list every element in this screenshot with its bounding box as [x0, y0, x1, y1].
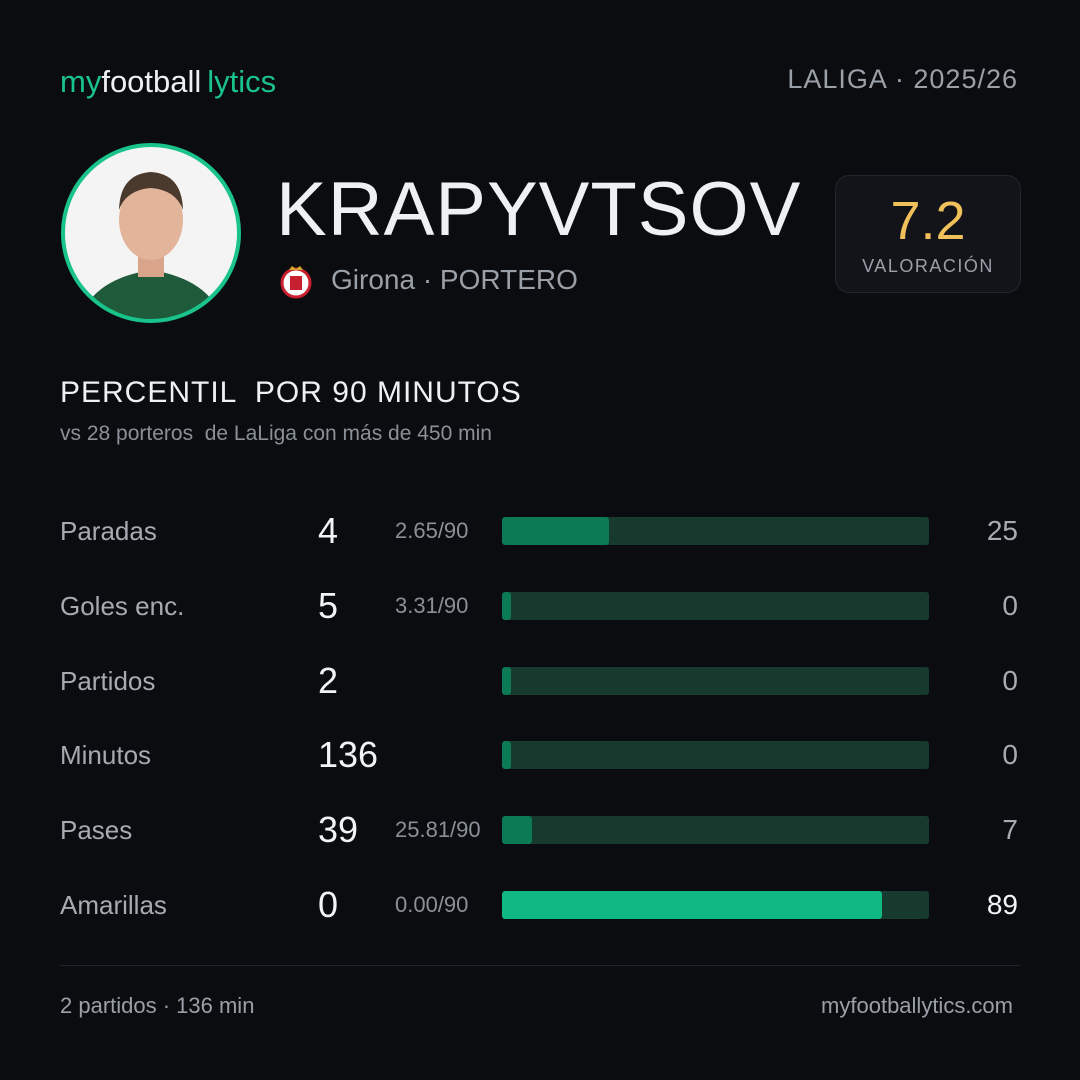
stat-per90: 3.31/90: [395, 592, 469, 618]
brand-part: my: [60, 64, 102, 99]
brand-part: football: [101, 64, 202, 99]
section-title: PERCENTIL POR 90 MINUTOS: [60, 376, 522, 409]
rating-box: 7.2 VALORACIÓN: [835, 175, 1021, 293]
stat-per90: 2.65/90: [395, 518, 469, 543]
percentile-track: [502, 591, 929, 620]
stat-label: Goles enc.: [60, 590, 185, 621]
percentile-track: [502, 741, 929, 770]
brand-part: lytics: [207, 64, 277, 99]
club-crest: [280, 266, 312, 299]
league: LALIGA · 2025/26: [787, 64, 1018, 94]
percentile-value: 0: [1002, 589, 1018, 621]
stat-value: 5: [318, 584, 339, 626]
stat-value: 4: [318, 510, 339, 551]
stat-per90: 0.00/90: [395, 892, 469, 917]
percentile-value: 7: [1002, 814, 1018, 846]
percentile-bar: [502, 816, 532, 845]
percentile-track: [502, 816, 929, 845]
percentile-track: [502, 666, 929, 695]
percentile-bar: [502, 517, 609, 545]
percentile-value: 89: [986, 889, 1018, 920]
club: Girona · PORTERO: [331, 264, 578, 295]
percentile-value: 0: [1002, 739, 1018, 771]
stat-label: Minutos: [60, 740, 152, 771]
stat-per90: 25.81/90: [395, 817, 481, 843]
percentile-bar: [502, 741, 511, 770]
rating-label: VALORACIÓN: [862, 256, 994, 276]
percentile-value: 0: [1002, 664, 1018, 696]
percentile-bar: [502, 666, 511, 695]
brand: myfootball lytics: [60, 64, 276, 100]
stat-label: Paradas: [60, 516, 157, 546]
stat-value: 0: [318, 884, 339, 925]
section-subtitle: vs 28 porteros de LaLiga con más de 450 …: [60, 422, 492, 445]
percentile-value: 25: [986, 515, 1018, 546]
stat-value: 2: [318, 659, 339, 701]
stat-value: 39: [318, 809, 359, 851]
stat-label: Partidos: [60, 665, 156, 696]
percentile-bar: [502, 591, 511, 620]
player-name: KRAPYVTSOV: [276, 167, 802, 252]
stat-value: 136: [318, 734, 379, 776]
rating: 7.2: [890, 191, 966, 251]
stat-label: Amarillas: [60, 890, 167, 920]
footer-left: 2 partidos · 136 min: [60, 993, 255, 1018]
footer-right: myfootballytics.com: [821, 993, 1013, 1018]
percentile-track: [502, 517, 929, 545]
divider: [60, 965, 1020, 966]
avatar: [61, 143, 241, 323]
percentile-bar: [502, 891, 883, 919]
stat-label: Pases: [60, 815, 133, 846]
percentile-track: [502, 891, 929, 919]
